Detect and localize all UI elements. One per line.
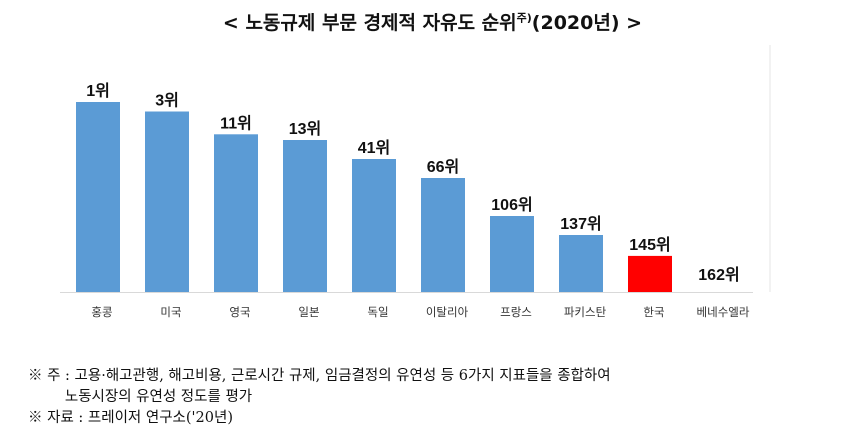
data-label: 145위: [629, 236, 670, 254]
bar-4: [352, 159, 396, 292]
data-label: 137위: [560, 215, 601, 233]
category-label: 일본: [298, 305, 319, 319]
bar-6: [490, 216, 534, 292]
category-label: 이탈리아: [426, 305, 469, 319]
category-label: 베네수엘라: [697, 305, 750, 319]
title-year: (2020년) >: [531, 12, 643, 34]
chart-title: < 노동규제 부문 경제적 자유도 순위주)(2020년) >: [0, 8, 865, 35]
data-label: 162위: [698, 266, 739, 284]
category-label: 홍콩: [91, 305, 112, 319]
source-note: ※ 자료 : 프레이저 연구소('20년): [28, 410, 233, 426]
data-label: 1위: [86, 82, 110, 100]
note-line-1: ※ 주 : 고용·해고관행, 해고비용, 근로시간 규제, 임금결정의 유연성 …: [28, 368, 611, 384]
data-label: 106위: [491, 196, 532, 214]
category-label: 영국: [229, 305, 250, 319]
category-label: 한국: [643, 305, 664, 319]
category-label: 미국: [160, 305, 181, 319]
bar-1: [145, 111, 189, 292]
data-label: 13위: [289, 120, 322, 138]
bar-0: [76, 102, 120, 292]
bar-3: [283, 140, 327, 292]
bar-8: [628, 255, 672, 292]
bar-7: [559, 235, 603, 292]
category-label: 프랑스: [500, 305, 532, 319]
title-text: < 노동규제 부문 경제적 자유도 순위: [222, 12, 517, 34]
data-label: 3위: [155, 92, 179, 110]
data-label: 66위: [427, 158, 460, 176]
category-label: 파키스탄: [564, 305, 607, 319]
data-label: 41위: [358, 139, 391, 157]
bar-5: [421, 178, 465, 292]
bar-2: [214, 134, 258, 292]
note-line-2: 노동시장의 유연성 정도를 평가: [28, 389, 253, 405]
data-label: 11위: [220, 114, 252, 132]
category-label: 독일: [367, 305, 388, 319]
title-footnote-mark: 주): [516, 11, 532, 25]
